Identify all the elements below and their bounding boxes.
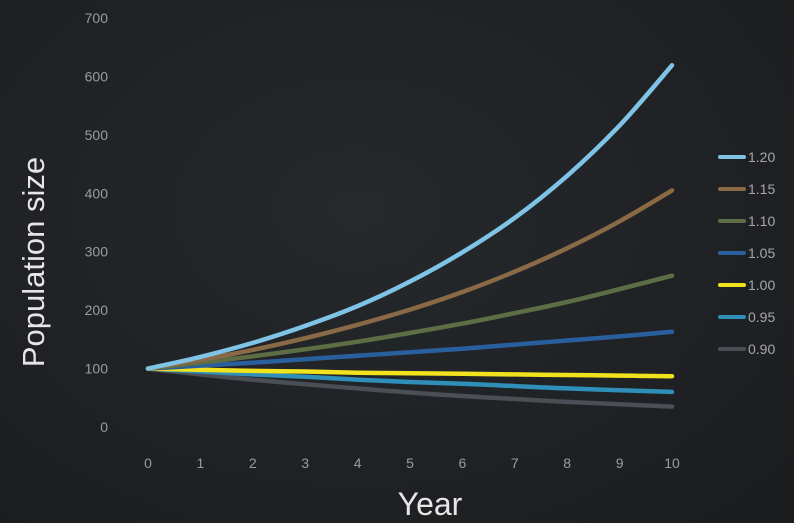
x-tick-label: 3 — [301, 455, 309, 471]
y-axis-ticks: 0 100 200 300 400 500 600 700 — [85, 10, 109, 435]
y-tick-label: 300 — [85, 244, 109, 260]
legend: 1.20 1.15 1.10 1.05 1.00 0.95 0.90 — [718, 149, 775, 357]
y-tick-label: 700 — [85, 10, 109, 26]
y-axis-title: Population size — [16, 157, 51, 367]
series-line-1-00 — [145, 366, 675, 379]
y-tick-label: 0 — [100, 419, 108, 435]
series-line-0-95 — [145, 366, 675, 395]
x-tick-label: 4 — [354, 455, 362, 471]
series-line-1-20 — [145, 63, 675, 371]
series-line-1-10 — [145, 273, 675, 371]
y-tick-label: 200 — [85, 302, 109, 318]
x-tick-label: 7 — [511, 455, 519, 471]
legend-label: 1.20 — [748, 149, 775, 165]
x-tick-label: 9 — [616, 455, 624, 471]
legend-label: 1.10 — [748, 213, 775, 229]
legend-label: 0.90 — [748, 341, 775, 357]
x-axis-title: Year — [398, 486, 463, 522]
y-tick-label: 600 — [85, 68, 109, 84]
x-tick-label: 5 — [406, 455, 414, 471]
x-tick-label: 10 — [664, 455, 680, 471]
legend-label: 1.05 — [748, 245, 775, 261]
series-line-0-90 — [145, 366, 675, 409]
legend-label: 1.15 — [748, 181, 775, 197]
series-lines — [145, 63, 675, 409]
x-tick-label: 2 — [249, 455, 257, 471]
x-tick-label: 0 — [144, 455, 152, 471]
x-tick-label: 8 — [563, 455, 571, 471]
legend-label: 0.95 — [748, 309, 775, 325]
x-tick-label: 6 — [459, 455, 467, 471]
series-line-1-05 — [145, 329, 675, 371]
x-axis-ticks: 0 1 2 3 4 5 6 7 8 9 10 — [144, 455, 680, 471]
legend-label: 1.00 — [748, 277, 775, 293]
y-tick-label: 100 — [85, 361, 109, 377]
series-line-1-15 — [145, 188, 675, 371]
x-tick-label: 1 — [197, 455, 205, 471]
y-tick-label: 500 — [85, 127, 109, 143]
y-tick-label: 400 — [85, 185, 109, 201]
